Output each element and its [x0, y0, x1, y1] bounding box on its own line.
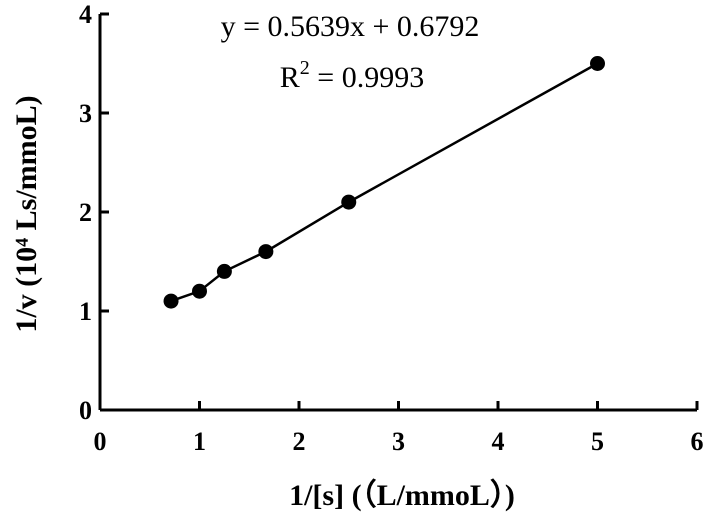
series-line: [170, 62, 599, 303]
y-tick-label: 2: [79, 198, 92, 227]
r-squared-prefix: R: [280, 61, 300, 94]
y-tick-label: 0: [79, 396, 92, 425]
x-tick-label: 3: [392, 427, 405, 456]
x-ticks: 0 1 2 3 4 5 6: [94, 401, 704, 456]
data-point: [341, 194, 357, 210]
r-squared-sup: 2: [300, 57, 310, 79]
fit-equation: y = 0.5639x + 0.6792: [221, 10, 480, 43]
r-squared: R2 = 0.9993: [280, 57, 424, 94]
y-ticks: 0 1 2 3 4: [79, 0, 109, 425]
y-axis-title: 1/v (10⁴ Ls/mmoL): [10, 95, 43, 332]
x-tick-label: 0: [94, 427, 107, 456]
x-tick-label: 6: [691, 427, 704, 456]
data-point: [216, 263, 232, 279]
data-point: [163, 293, 179, 309]
y-tick-label: 4: [79, 0, 92, 29]
x-tick-label: 2: [293, 427, 306, 456]
y-tick-label: 1: [79, 297, 92, 326]
x-tick-label: 4: [492, 427, 505, 456]
x-tick-label: 1: [193, 427, 206, 456]
x-axis-title: 1/[s] (（L/mmoL）): [289, 478, 515, 512]
data-point: [258, 244, 274, 260]
y-tick-label: 3: [79, 99, 92, 128]
data-point: [192, 283, 207, 299]
x-tick-label: 5: [591, 427, 604, 456]
data-series: [163, 56, 605, 309]
r-squared-value: = 0.9993: [310, 61, 424, 94]
data-point: [590, 56, 605, 71]
